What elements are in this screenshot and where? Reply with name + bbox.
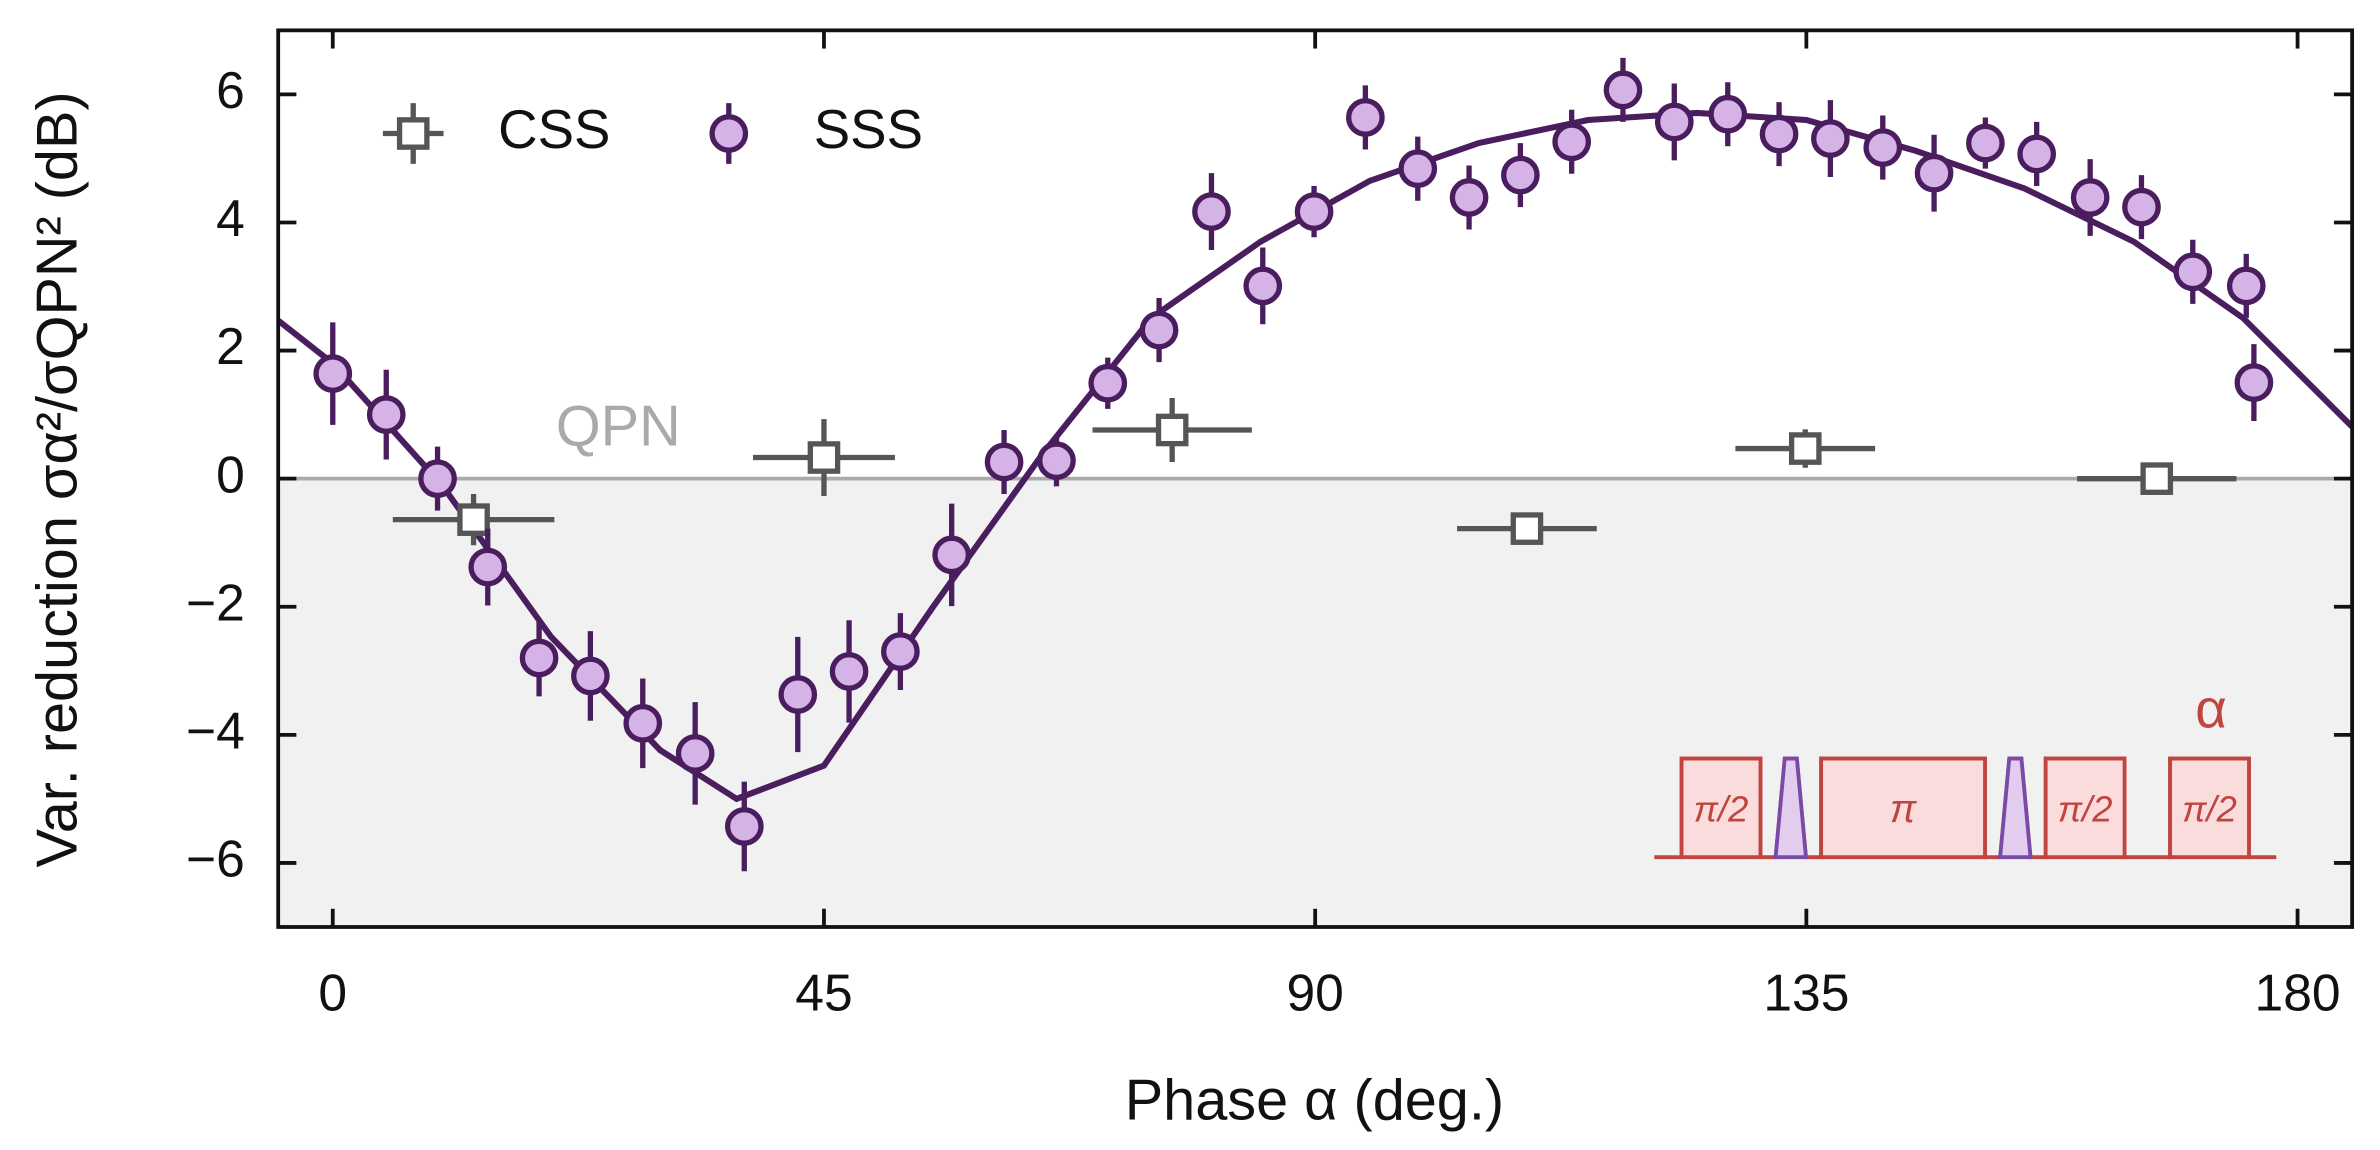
y-tick-label: 6	[216, 61, 245, 119]
pulse-label: π/2	[2058, 788, 2113, 829]
sss-marker	[675, 734, 715, 773]
pulse-label: π/2	[2182, 788, 2237, 829]
sss-marker	[623, 703, 663, 743]
pulse-box	[1681, 758, 1761, 858]
pulse-outline	[1679, 756, 2251, 860]
y-tick-label: 2	[216, 317, 245, 375]
sss-marker	[2226, 266, 2266, 306]
y-tick-label: 4	[216, 189, 245, 247]
legend-marker	[396, 117, 430, 150]
css-marker	[2140, 462, 2174, 495]
sss-marker	[1294, 192, 1334, 231]
sss-marker	[1603, 70, 1643, 110]
sss-marker	[1398, 149, 1438, 189]
css-marker	[1788, 432, 1822, 465]
pulse-label: π	[1890, 787, 1918, 831]
css-marker	[1155, 413, 1189, 447]
x-tick-label: 135	[1763, 963, 1849, 1021]
sss-marker	[2234, 363, 2274, 402]
plot-frame	[276, 28, 2355, 929]
pulse-box	[1821, 758, 1985, 858]
y-tick-label: −6	[186, 830, 245, 888]
css-marker	[1510, 512, 1544, 545]
sss-marker	[1759, 114, 1799, 154]
sss-marker	[1501, 155, 1540, 195]
sss-marker	[881, 632, 920, 671]
x-tick-label: 0	[318, 963, 347, 1021]
legend-label: SSS	[814, 99, 923, 160]
sss-marker	[2070, 178, 2110, 217]
squeeze-pulse	[1998, 756, 2033, 860]
sss-marker	[571, 656, 610, 696]
legend-marker	[709, 114, 749, 153]
sss-marker	[778, 675, 818, 714]
x-tick-label: 45	[795, 963, 852, 1021]
pulse-box	[2045, 758, 2125, 858]
sss-marker	[1139, 310, 1179, 350]
sss-marker	[1552, 122, 1592, 162]
pulse-inset: π/2 π π/2 π/2 α	[1654, 678, 2277, 860]
sss-marker	[984, 442, 1024, 482]
pulse-box	[2170, 758, 2249, 858]
css-marker	[807, 441, 841, 474]
sss-marker	[519, 638, 559, 678]
legend-label: CSS	[498, 99, 610, 160]
y-tick-label: 0	[216, 445, 245, 503]
sss-marker	[2017, 134, 2057, 174]
x-tick-label: 90	[1286, 963, 1343, 1021]
sss-marker	[313, 354, 353, 393]
sss-marker	[2122, 187, 2161, 227]
sss-marker	[932, 535, 972, 575]
sss-marker	[1449, 178, 1489, 217]
sss-marker	[1654, 102, 1694, 142]
sss-marker	[1914, 153, 1954, 193]
sss-marker	[2173, 252, 2213, 292]
sss-marker	[1192, 192, 1231, 231]
sss-marker	[418, 459, 457, 499]
sss-marker	[1708, 94, 1748, 134]
phase-label: α	[2195, 678, 2227, 739]
sss-marker	[1037, 441, 1076, 481]
sss-marker	[829, 652, 869, 691]
reference-label: QPN	[556, 394, 681, 458]
sss-marker	[1966, 123, 2005, 163]
squeeze-pulse	[1773, 756, 1809, 860]
x-axis-label: Phase α (deg.)	[1125, 1069, 1504, 1133]
sss-marker	[366, 395, 406, 434]
y-axis-label: Var. reduction σα²/σQPN² (dB)	[25, 91, 89, 867]
x-tick-label: 180	[2255, 963, 2341, 1021]
sss-marker	[1088, 363, 1128, 403]
y-tick-label: −4	[186, 701, 245, 759]
sss-marker	[1243, 266, 1283, 306]
sss-marker	[1863, 128, 1903, 167]
sss-marker	[1346, 98, 1385, 137]
pulse-label: π/2	[1694, 788, 1749, 829]
css-marker	[457, 503, 490, 536]
sss-marker	[1811, 119, 1850, 158]
y-tick-label: −2	[186, 573, 245, 631]
sss-marker	[468, 547, 508, 587]
pulse-sequence	[1654, 756, 2277, 860]
sss-marker	[724, 807, 764, 846]
